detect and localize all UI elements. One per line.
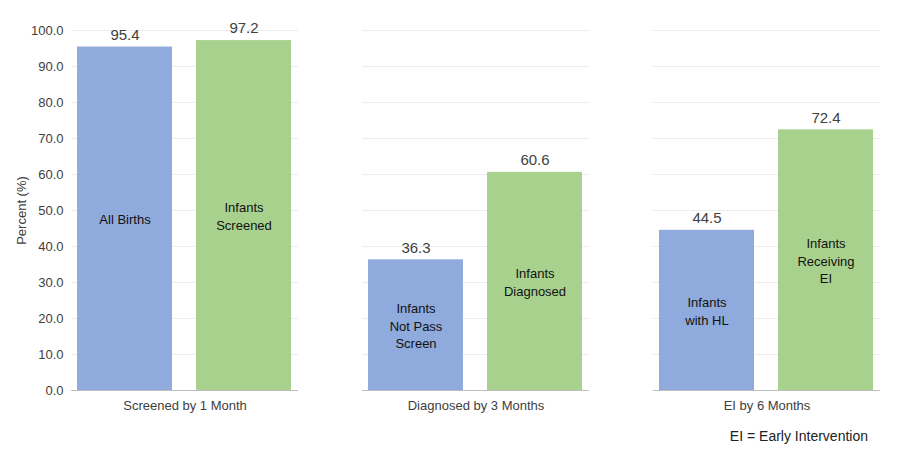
svg-text:InfantsNot PassScreen: InfantsNot PassScreen: [390, 301, 443, 351]
svg-text:Infantswith HL: Infantswith HL: [684, 295, 728, 328]
svg-text:80.0: 80.0: [38, 95, 63, 110]
svg-text:Diagnosed by 3 Months: Diagnosed by 3 Months: [408, 398, 545, 413]
svg-text:97.2: 97.2: [229, 19, 258, 36]
svg-text:0.0: 0.0: [45, 383, 63, 398]
svg-text:10.0: 10.0: [38, 347, 63, 362]
svg-text:EI by 6 Months: EI by 6 Months: [724, 398, 811, 413]
svg-text:70.0: 70.0: [38, 131, 63, 146]
svg-text:20.0: 20.0: [38, 311, 63, 326]
svg-text:60.0: 60.0: [38, 167, 63, 182]
svg-text:50.0: 50.0: [38, 203, 63, 218]
svg-text:InfantsScreened: InfantsScreened: [216, 200, 272, 233]
svg-text:60.6: 60.6: [520, 151, 549, 168]
svg-text:Percent (%): Percent (%): [14, 176, 29, 245]
svg-text:InfantsReceivingEI: InfantsReceivingEI: [797, 236, 854, 286]
svg-text:72.4: 72.4: [811, 109, 840, 126]
svg-text:44.5: 44.5: [692, 209, 721, 226]
svg-text:95.4: 95.4: [110, 26, 139, 43]
svg-text:30.0: 30.0: [38, 275, 63, 290]
svg-text:36.3: 36.3: [401, 239, 430, 256]
svg-text:Screened by 1 Month: Screened by 1 Month: [123, 398, 247, 413]
svg-text:90.0: 90.0: [38, 59, 63, 74]
svg-text:InfantsDiagnosed: InfantsDiagnosed: [504, 266, 566, 299]
svg-text:40.0: 40.0: [38, 239, 63, 254]
svg-text:All Births: All Births: [99, 212, 151, 227]
html-text:EI = Early Intervention: EI = Early Intervention: [729, 428, 868, 444]
svg-text:100.0: 100.0: [31, 23, 64, 38]
